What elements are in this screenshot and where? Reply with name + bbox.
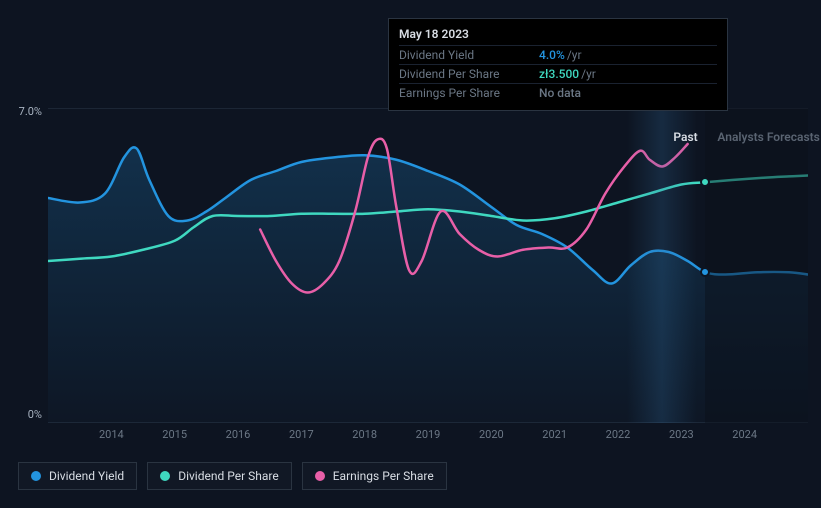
chart-svg	[48, 108, 808, 423]
legend-item-label: Dividend Per Share	[178, 469, 279, 483]
tooltip-row-suffix: /yr	[581, 67, 596, 81]
chart-tooltip: May 18 2023 Dividend Yield4.0% /yrDivide…	[388, 18, 728, 111]
x-axis-tick-label: 2021	[542, 428, 567, 441]
y-axis-top-label: 7.0%	[2, 105, 42, 118]
x-axis-tick-label: 2016	[226, 428, 251, 441]
x-axis-tick-label: 2022	[606, 428, 631, 441]
x-axis-tick-label: 2017	[289, 428, 314, 441]
tooltip-row-value: 4.0%	[539, 48, 565, 62]
x-axis-tick-label: 2019	[416, 428, 441, 441]
legend-item-label: Earnings Per Share	[333, 469, 434, 483]
x-axis-ticks: 2014 2015 2016 2017 2018 2019 2020 2021 2022 2023…	[48, 428, 808, 448]
tooltip-row-label: Earnings Per Share	[399, 86, 539, 100]
tooltip-row-value: No data	[539, 86, 581, 100]
past-label: Past	[673, 130, 697, 144]
tooltip-row-label: Dividend Per Share	[399, 67, 539, 81]
tooltip-row: Earnings Per ShareNo data	[399, 83, 717, 102]
tooltip-row-label: Dividend Yield	[399, 48, 539, 62]
legend-item[interactable]: Dividend Yield	[18, 462, 137, 490]
x-axis-tick-label: 2023	[669, 428, 694, 441]
series-marker	[700, 177, 710, 187]
legend-swatch	[315, 471, 325, 481]
legend-swatch	[160, 471, 170, 481]
chart-plot-area: 7.0% 0% 20142015201620172018201920202021…	[48, 108, 808, 423]
tooltip-date: May 18 2023	[399, 27, 717, 41]
tooltip-row: Dividend Yield4.0% /yr	[399, 45, 717, 64]
tooltip-row-value: zł3.500	[539, 67, 579, 81]
series-marker	[700, 267, 710, 277]
y-axis-bottom-label: 0%	[2, 408, 42, 421]
legend-item[interactable]: Dividend Per Share	[147, 462, 292, 490]
tooltip-row-suffix: /yr	[567, 48, 582, 62]
legend-swatch	[31, 471, 41, 481]
chart-legend: Dividend Yield Dividend Per Share Earnings…	[18, 462, 447, 490]
x-axis-tick-label: 2024	[732, 428, 757, 441]
x-axis-tick-label: 2020	[479, 428, 504, 441]
x-axis-tick-label: 2014	[99, 428, 124, 441]
x-axis-tick-label: 2018	[352, 428, 377, 441]
tooltip-row: Dividend Per Sharezł3.500 /yr	[399, 64, 717, 83]
x-axis-tick-label: 2015	[162, 428, 187, 441]
analysts-forecasts-label: Analysts Forecasts	[717, 130, 819, 144]
legend-item-label: Dividend Yield	[49, 469, 124, 483]
legend-item[interactable]: Earnings Per Share	[302, 462, 447, 490]
